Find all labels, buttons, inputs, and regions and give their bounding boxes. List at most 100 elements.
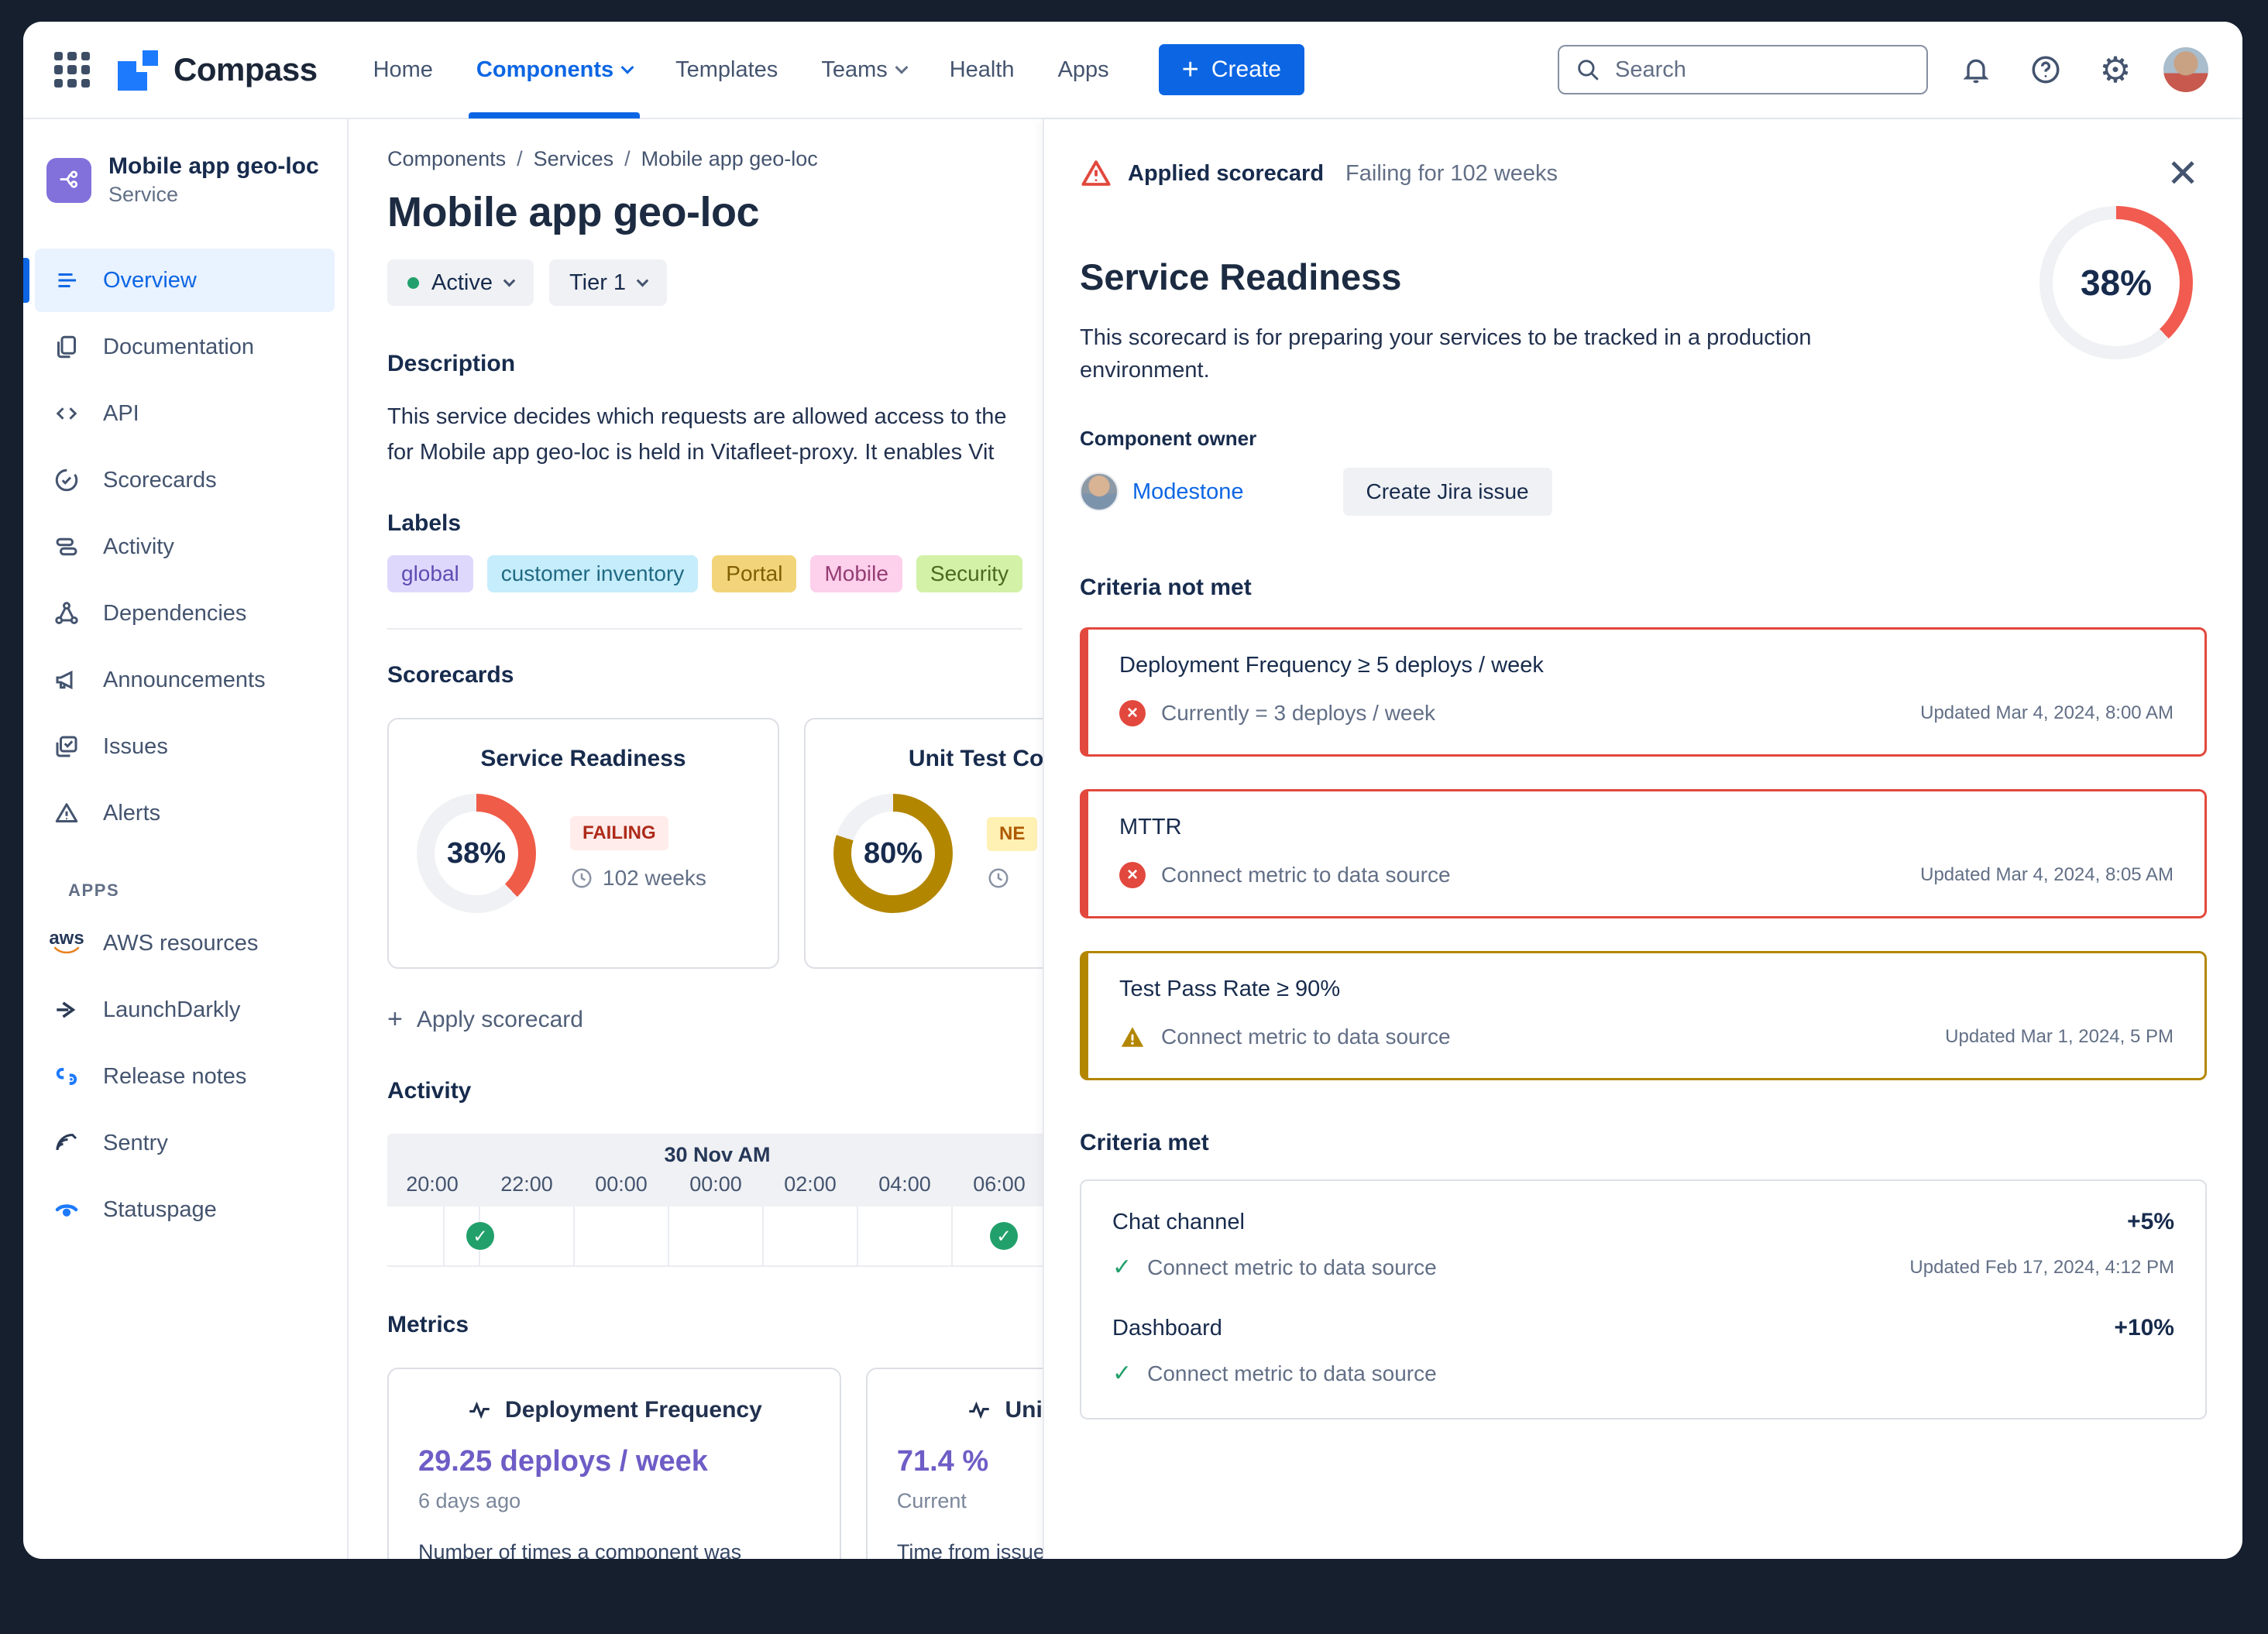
scorecard-card-service-readiness[interactable]: Service Readiness 38% FAILING 102 weeks	[387, 718, 779, 969]
criterion-delta: +5%	[2127, 1209, 2174, 1234]
nav-templates[interactable]: Templates	[675, 57, 778, 82]
metrics-heading: Metrics	[387, 1312, 469, 1337]
criterion-card-deployment-frequency: Deployment Frequency ≥ 5 deploys / week …	[1080, 627, 2207, 757]
tier-dropdown[interactable]: Tier 1	[548, 259, 668, 306]
description-heading: Description	[387, 351, 516, 376]
sidebar-item-label: Alerts	[103, 800, 161, 826]
component-header: Mobile app geo-loc Service	[23, 153, 347, 207]
scorecard-card-unit-test-coverage[interactable]: Unit Test Covera 80% NE	[804, 718, 1043, 969]
nav-teams[interactable]: Teams	[802, 22, 924, 118]
breadcrumb-services[interactable]: Services	[533, 147, 614, 170]
nav-health[interactable]: Health	[949, 57, 1015, 82]
nav-home[interactable]: Home	[373, 57, 433, 82]
criterion-status: Connect metric to data source	[1147, 1255, 1437, 1279]
label-chip[interactable]: Portal	[712, 555, 797, 592]
sidebar-item-launchdarkly[interactable]: LaunchDarkly	[35, 978, 335, 1042]
breadcrumb-current[interactable]: Mobile app geo-loc	[641, 147, 818, 170]
label-chip[interactable]: customer inventory	[486, 555, 699, 592]
nav-apps[interactable]: Apps	[1057, 57, 1109, 82]
metric-meta: Current	[896, 1489, 967, 1512]
create-jira-issue-button[interactable]: Create Jira issue	[1342, 468, 1552, 516]
warning-triangle-icon	[1081, 160, 1111, 186]
success-check-icon[interactable]: ✓	[990, 1222, 1018, 1250]
app-switcher-icon[interactable]	[54, 52, 90, 88]
success-check-icon[interactable]: ✓	[466, 1222, 494, 1250]
metric-meta: 6 days ago	[418, 1489, 521, 1512]
settings-gear-icon[interactable]: ⚙	[2099, 50, 2132, 90]
help-icon[interactable]	[2024, 48, 2067, 91]
metric-card-unit-test-coverage[interactable]: Unit test cove 71.4 % Current Time from …	[865, 1368, 1043, 1559]
overall-score-donut: 38%	[2039, 206, 2193, 359]
label-chip[interactable]: Security	[916, 555, 1023, 592]
owner-row: Modestone Create Jira issue	[1080, 468, 2207, 516]
criterion-status: Connect metric to data source	[1147, 1361, 1437, 1385]
chevron-down-icon	[620, 60, 634, 74]
status-dropdown[interactable]: Active	[387, 259, 534, 306]
activity-icon	[52, 533, 81, 561]
sidebar-item-activity[interactable]: Activity	[35, 515, 335, 578]
failing-duration: 102 weeks	[570, 866, 706, 891]
search-box	[1558, 45, 1928, 94]
metric-value: 71.4 %	[896, 1445, 989, 1478]
sidebar-nav: Overview Documentation API Scorecards Ac…	[23, 249, 347, 1241]
activity-timeline[interactable]: 30 Nov AM 20:00 22:00 00:00 00:00 02:00 …	[387, 1134, 1043, 1267]
search-input[interactable]	[1558, 45, 1928, 94]
apply-scorecard-button[interactable]: + Apply scorecard	[387, 1004, 583, 1034]
nav-components[interactable]: Components	[458, 22, 651, 118]
criterion-card-mttr: MTTR × Connect metric to data source Upd…	[1080, 789, 2207, 918]
label-chip[interactable]: global	[387, 555, 473, 592]
metric-card-deployment-frequency[interactable]: Deployment Frequency 29.25 deploys / wee…	[387, 1368, 841, 1559]
sidebar-item-announcements[interactable]: Announcements	[35, 648, 335, 712]
owner-link[interactable]: Modestone	[1132, 479, 1244, 504]
sidebar-item-label: API	[103, 400, 139, 426]
failing-badge: FAILING	[570, 816, 668, 850]
apps-section-heading: APPS	[68, 881, 120, 900]
notifications-bell-icon[interactable]	[1954, 48, 1998, 91]
section-divider	[387, 628, 1022, 630]
sidebar-item-label: AWS resources	[103, 930, 259, 956]
criterion-title: MTTR	[1119, 815, 1182, 839]
launchdarkly-icon	[52, 996, 81, 1024]
metric-title: Deployment Frequency	[505, 1397, 762, 1423]
page-title: Mobile app geo-loc	[387, 189, 760, 235]
breadcrumb-separator: /	[624, 147, 631, 170]
sidebar-item-api[interactable]: API	[35, 382, 335, 445]
component-type-icon	[46, 157, 91, 203]
owner-avatar[interactable]	[1080, 472, 1119, 511]
label-chip[interactable]: Mobile	[810, 555, 902, 592]
statuspage-icon	[52, 1196, 81, 1224]
sidebar-item-statuspage[interactable]: Statuspage	[35, 1178, 335, 1241]
sidebar-item-issues[interactable]: Issues	[35, 715, 335, 778]
scorecard-title: Unit Test Covera	[908, 746, 1043, 771]
panel-failing-duration: Failing for 102 weeks	[1345, 160, 1558, 186]
breadcrumb-components[interactable]: Components	[387, 147, 507, 170]
sidebar-item-overview[interactable]: Overview	[23, 249, 335, 312]
sidebar-item-aws-resources[interactable]: aws AWS resources	[35, 911, 335, 975]
chevron-down-icon	[636, 274, 649, 287]
compass-logo[interactable]: Compass	[118, 49, 318, 91]
sidebar-item-documentation[interactable]: Documentation	[35, 315, 335, 379]
component-name: Mobile app geo-loc	[108, 153, 319, 179]
scorecard-cards: Service Readiness 38% FAILING 102 weeks	[387, 718, 1043, 969]
met-criterion-chat-channel: Chat channel +5% ✓ Connect metric to dat…	[1112, 1209, 2174, 1281]
megaphone-icon	[52, 666, 81, 694]
sidebar-item-dependencies[interactable]: Dependencies	[35, 582, 335, 645]
nav-utilities: ⚙	[1558, 45, 2208, 94]
sidebar-item-release-notes[interactable]: Release notes	[35, 1045, 335, 1108]
sidebar-item-alerts[interactable]: Alerts	[35, 781, 335, 845]
sidebar-item-sentry[interactable]: Sentry	[35, 1111, 335, 1175]
create-button[interactable]: + Create	[1158, 44, 1304, 95]
release-notes-icon	[52, 1062, 81, 1090]
user-avatar[interactable]	[2163, 47, 2208, 92]
fail-x-icon: ×	[1119, 700, 1146, 726]
component-owner-heading: Component owner	[1080, 427, 1257, 450]
met-criterion-dashboard: Dashboard +10% ✓ Connect metric to data …	[1112, 1315, 2174, 1387]
score-donut: 80%	[833, 794, 953, 913]
close-icon[interactable]: ✕	[2167, 152, 2199, 195]
criterion-title: Dashboard	[1112, 1315, 1222, 1340]
timeline-tick: 02:00	[784, 1172, 837, 1196]
sidebar-item-scorecards[interactable]: Scorecards	[35, 448, 335, 512]
chevron-down-icon	[503, 274, 516, 287]
panel-title-label: Applied scorecard	[1128, 160, 1325, 186]
metric-cards: Deployment Frequency 29.25 deploys / wee…	[387, 1368, 1043, 1559]
